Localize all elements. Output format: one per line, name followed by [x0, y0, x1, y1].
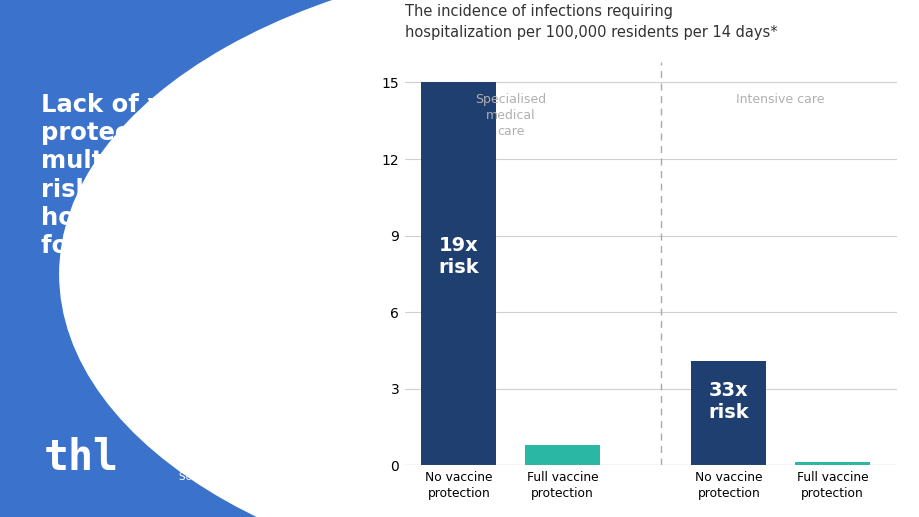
Bar: [421, 82, 495, 465]
Text: The incidence of infections requiring
hospitalization per 100,000 residents per : The incidence of infections requiring ho…: [404, 5, 777, 40]
Bar: [794, 462, 869, 465]
Bar: [691, 361, 766, 465]
Circle shape: [60, 0, 919, 517]
Text: Specialised
medical
care: Specialised medical care: [474, 93, 546, 138]
Text: 19x
risk: 19x risk: [438, 236, 479, 277]
Text: Intensive care: Intensive care: [735, 93, 824, 105]
Bar: [525, 445, 599, 465]
Text: * Age standardised incidence,
average from 1 Aug.to 29 Oct. 2021
Source: THL 10.: * Age standardised incidence, average fr…: [179, 444, 368, 482]
Text: Lack of vaccine
protection
multiplies your
risk of being
hospitalised
for corona: Lack of vaccine protection multiplies yo…: [41, 93, 250, 258]
Text: 33x
risk: 33x risk: [708, 381, 748, 422]
Text: thl: thl: [44, 436, 119, 479]
